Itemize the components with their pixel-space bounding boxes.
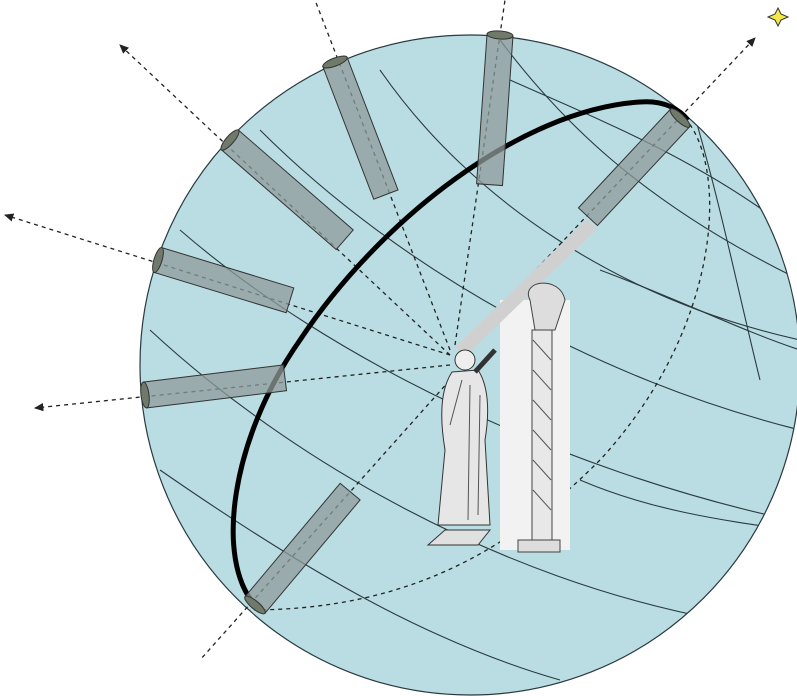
tube [244,482,361,615]
tube [152,246,295,314]
tube [322,55,399,200]
tube [577,108,691,227]
telescope [455,218,597,358]
tube [220,129,354,251]
tube [476,30,514,187]
grid-line [689,99,761,381]
tubes [140,30,691,615]
ecliptic [230,99,690,607]
hidden-orbit [249,117,711,611]
grid-line [159,469,561,681]
capital [527,282,566,331]
robe-folds [449,379,481,521]
grid-line [599,269,797,351]
grid-line [499,39,791,276]
telescope-shade [455,218,597,358]
grid-line [379,69,797,341]
robe [437,369,491,526]
arm [473,348,497,374]
head [454,349,476,371]
column-decoration [532,339,552,511]
star [766,6,790,28]
tube [140,364,288,409]
pedestal [426,529,492,546]
column-base [517,539,561,553]
astronomer-figure [426,218,597,553]
